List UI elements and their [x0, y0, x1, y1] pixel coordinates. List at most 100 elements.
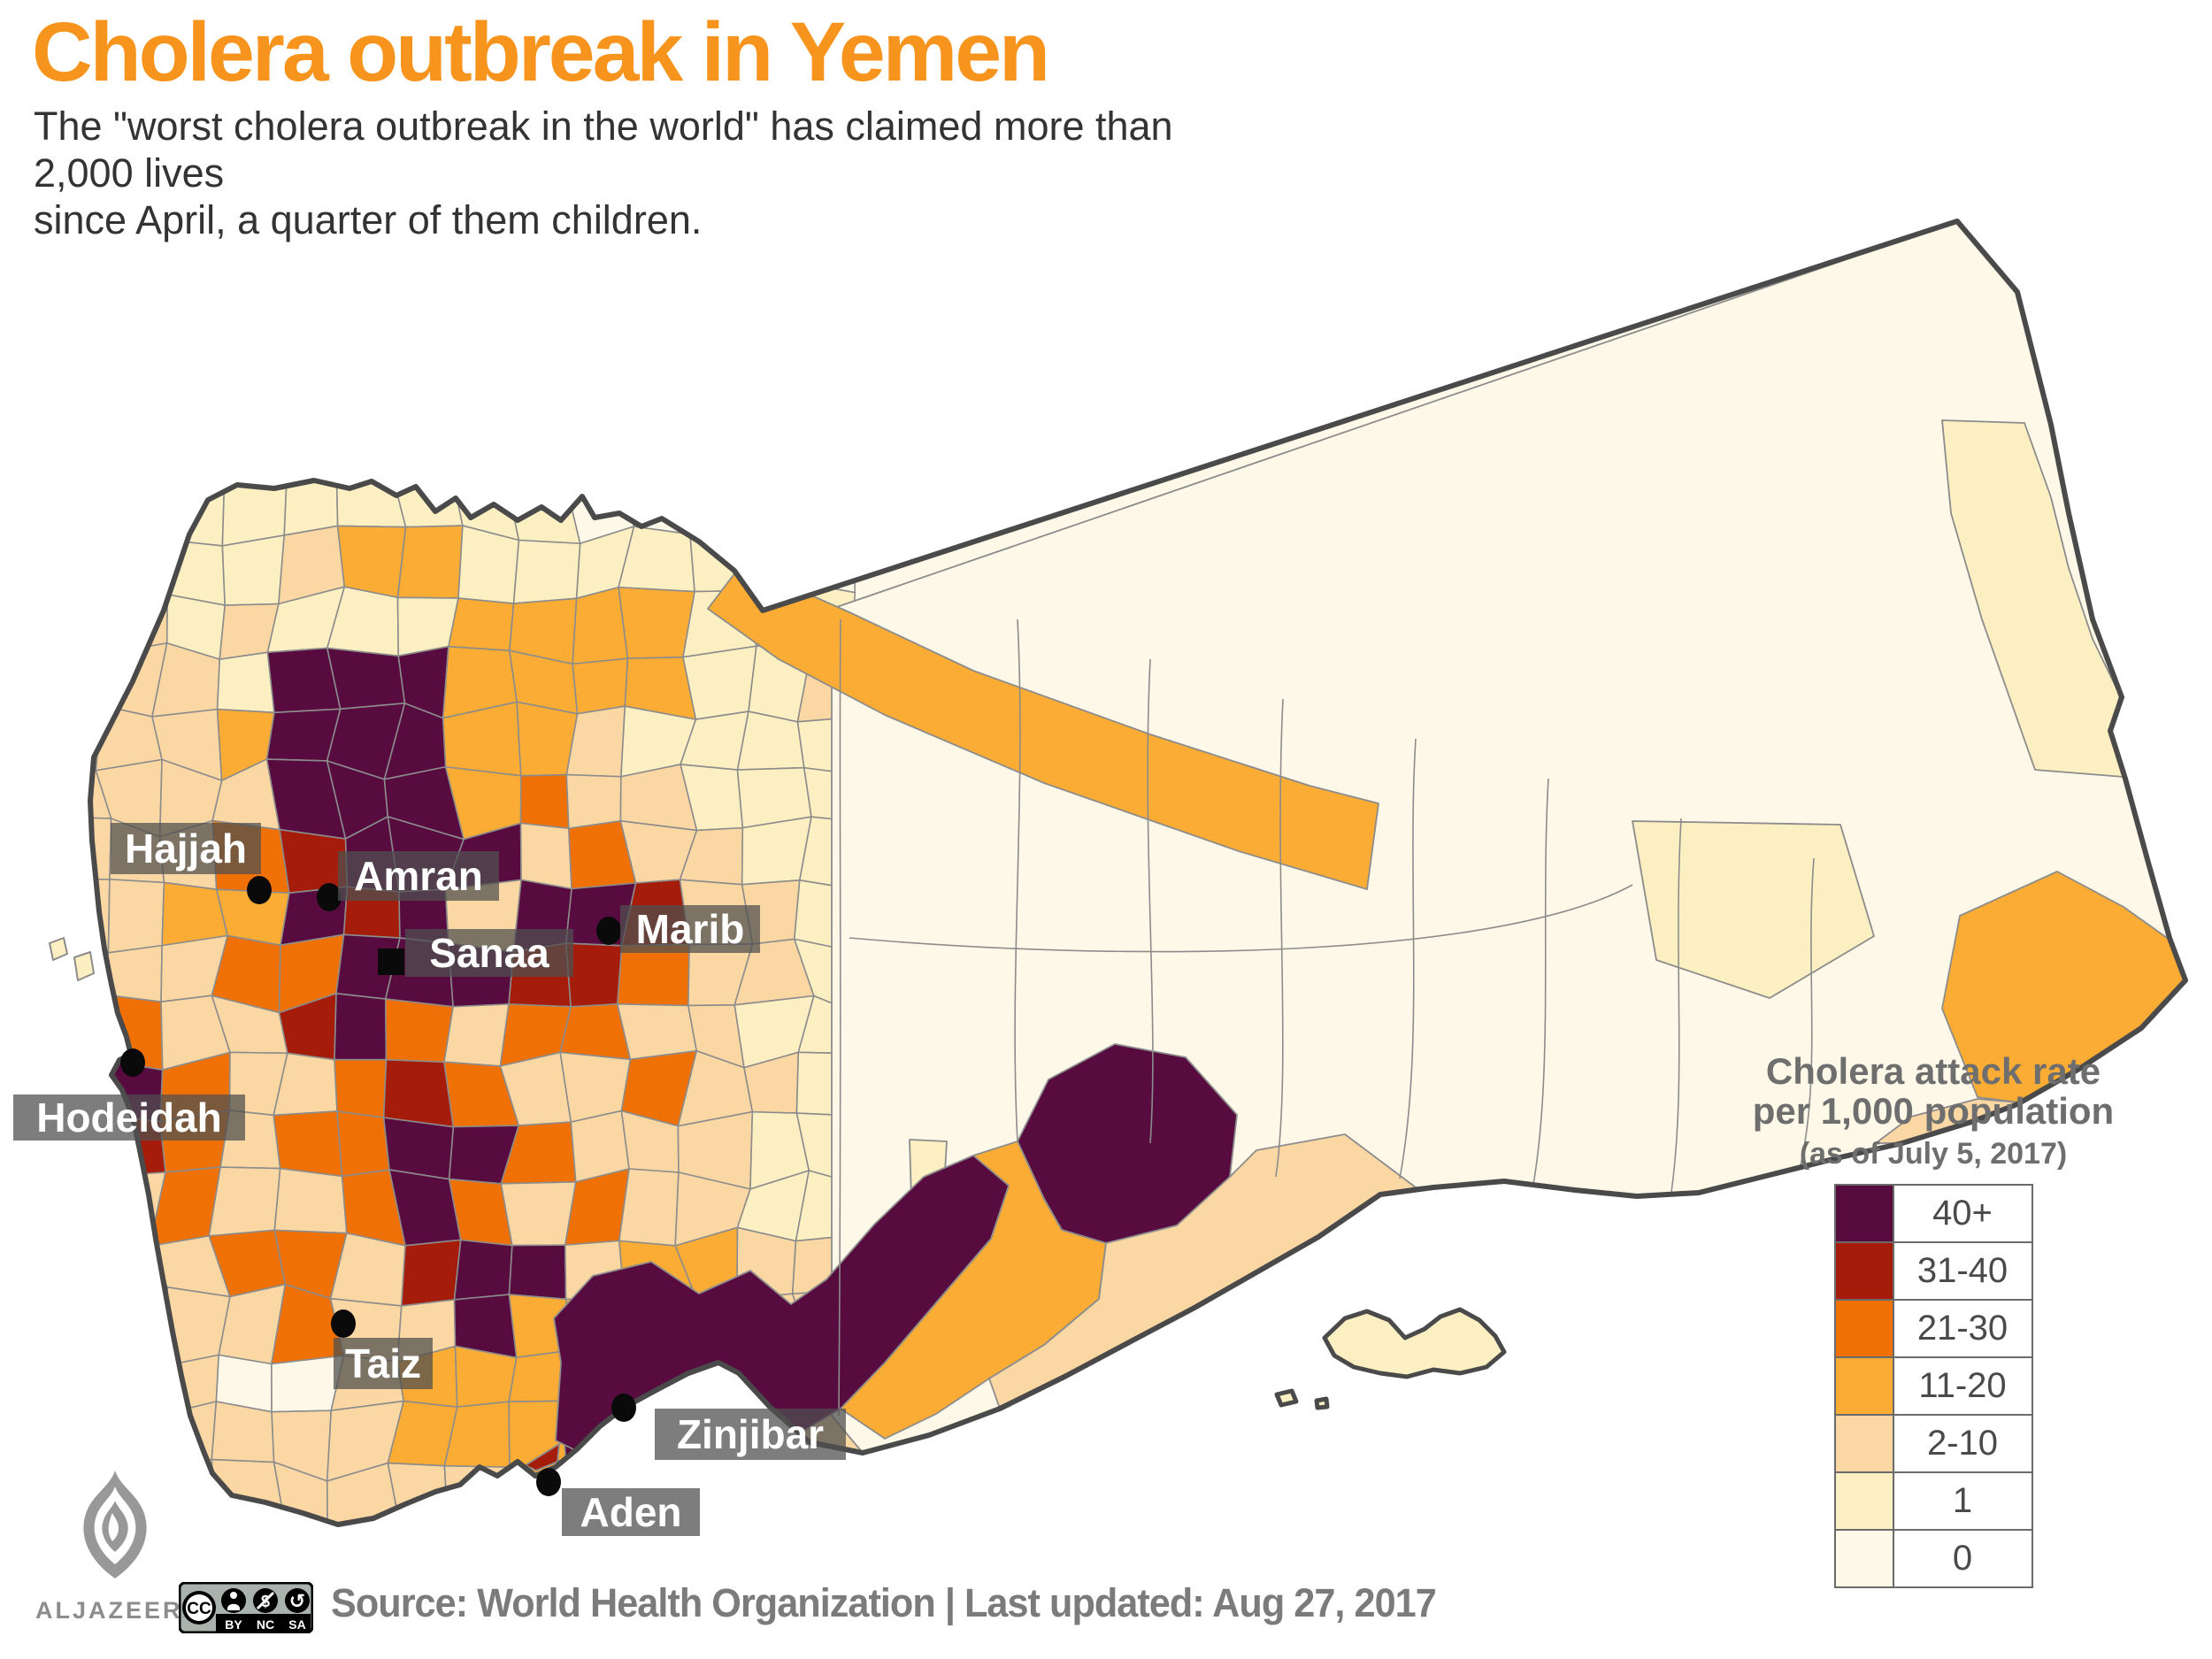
city-label-bg-hodeidah: [13, 1094, 245, 1141]
district-cell: [92, 539, 169, 595]
district-boundary-line: [1664, 818, 1682, 1231]
legend-row: 11-20: [1833, 1356, 2033, 1416]
district-cell: [737, 528, 815, 592]
legend-row: 1: [1833, 1471, 2033, 1531]
country-outline: [88, 219, 2188, 1527]
district-cell: [572, 657, 629, 715]
legend-swatch-0: [1833, 1183, 1894, 1243]
city-label-marib: Marib: [636, 906, 745, 952]
city-hodeidah: Hodeidah: [13, 1048, 245, 1141]
district-cell: [519, 822, 572, 890]
region-aden-red-district: [525, 1443, 560, 1471]
svg-text:CC: CC: [187, 1600, 211, 1618]
footer: ALJAZEERA CC $ ↺ BY NC SA Sou: [0, 1451, 2212, 1659]
city-marker-aden: [536, 1468, 561, 1496]
city-label-bg-aden: [562, 1488, 700, 1536]
district-cell: [382, 1058, 455, 1128]
legend-swatch-6: [1833, 1528, 1894, 1588]
district-cell: [221, 534, 286, 606]
district-cell: [216, 651, 275, 714]
city-label-bg-sanaa: [405, 929, 573, 977]
legend-date-note: (as of July 5, 2017): [1799, 1136, 2068, 1171]
district-cell: [92, 467, 169, 541]
district-boundary-line: [849, 884, 1633, 953]
island-islet-2: [1314, 1396, 1330, 1410]
district-cell: [90, 1292, 103, 1362]
district-cell: [326, 647, 406, 710]
district-cell: [90, 1171, 109, 1243]
district-cell: [273, 1167, 348, 1234]
city-marker-zinjibar: [611, 1394, 636, 1422]
legend-swatch-5: [1833, 1471, 1894, 1531]
district-cell: [443, 1003, 510, 1067]
legend-swatch-3: [1833, 1356, 1894, 1416]
city-label-zinjibar: Zinjibar: [677, 1411, 824, 1457]
district-cell: [208, 1166, 281, 1237]
city-marker-taiz: [331, 1310, 356, 1338]
legend-row: 2-10: [1833, 1413, 2033, 1473]
city-sanaa: Sanaa: [378, 929, 573, 977]
district-cell: [334, 1058, 388, 1118]
district-cell: [90, 816, 112, 880]
legend-swatch-1: [1833, 1240, 1894, 1301]
city-label-bg-zinjibar: [655, 1409, 846, 1460]
legend-row: 31-40: [1833, 1240, 2033, 1301]
city-label-amran: Amran: [354, 853, 483, 899]
district-cell: [689, 472, 742, 537]
district-boundary-line: [1275, 698, 1284, 1178]
island-islet-1: [1274, 1388, 1299, 1408]
district-cell: [395, 465, 464, 528]
district-cell: [99, 1356, 171, 1417]
district-cell: [336, 525, 407, 599]
district-cell: [457, 525, 520, 604]
district-cell: [384, 998, 454, 1064]
district-boundary-line: [838, 618, 841, 1417]
city-marker-amran: [317, 883, 342, 911]
district-cell: [454, 1345, 518, 1408]
district-cell: [336, 1110, 390, 1178]
legend-label-2: 21-30: [1892, 1298, 2033, 1358]
city-label-hajjah: Hajjah: [125, 826, 247, 872]
city-aden: Aden: [536, 1468, 700, 1536]
svg-text:↺: ↺: [289, 1591, 305, 1613]
districts-layer: [90, 221, 2185, 1525]
city-marib: Marib: [596, 905, 760, 953]
district-cell: [90, 465, 100, 541]
island-kamaran-2: [73, 951, 95, 981]
svg-text:NC: NC: [257, 1617, 274, 1632]
district-cell: [90, 1356, 106, 1417]
district-cell: [508, 1244, 567, 1301]
legend-swatch-4: [1833, 1413, 1894, 1473]
district-cell: [616, 1003, 698, 1061]
district-cell: [90, 531, 104, 588]
city-marker-marib: [596, 917, 621, 945]
legend-swatch-2: [1833, 1298, 1894, 1358]
subtitle-line2: since April, a quarter of them children.: [34, 196, 703, 242]
district-cell: [90, 643, 103, 721]
map-legend: Cholera attack rate per 1,000 population…: [1721, 1051, 2146, 1588]
district-cell: [221, 472, 288, 547]
legend-title-line2: per 1,000 population: [1752, 1090, 2115, 1133]
district-cell: [801, 469, 869, 537]
page-title: Cholera outbreak in Yemen: [32, 5, 1050, 99]
source-attribution: Source: World Health Organization | Last…: [331, 1580, 1437, 1625]
district-cell: [682, 645, 757, 720]
legend-title-line1: Cholera attack rate: [1765, 1050, 2101, 1092]
district-cell: [90, 1230, 109, 1298]
district-boundary-line: [1014, 618, 1021, 1142]
legend-table: 40+ 31-40 21-30 11-20 2-10 1 0: [1833, 1183, 2033, 1588]
district-boundary-line: [1523, 778, 1549, 1231]
district-cell: [616, 943, 690, 1007]
district-cell: [279, 828, 349, 895]
district-cell: [565, 942, 623, 1008]
city-marker-hajjah: [247, 876, 272, 904]
district-cell: [396, 525, 464, 599]
svg-text:BY: BY: [225, 1617, 242, 1632]
legend-label-6: 0: [1892, 1528, 2033, 1588]
cc-license-badge: CC $ ↺ BY NC SA: [178, 1581, 314, 1638]
district-cell: [400, 1239, 462, 1307]
city-label-aden: Aden: [580, 1489, 682, 1535]
legend-label-0: 40+: [1892, 1183, 2033, 1243]
city-amran: Amran: [317, 851, 499, 911]
